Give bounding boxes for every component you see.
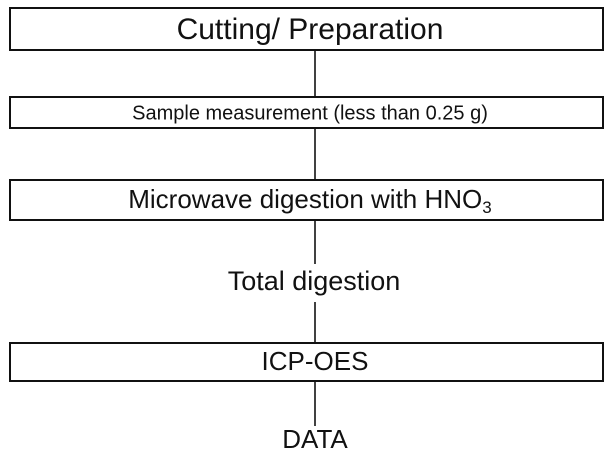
- node-label: Total digestion: [228, 266, 401, 296]
- process-box: [9, 96, 604, 129]
- node-label: ICP-OES: [262, 346, 369, 376]
- node-label-subscript: 3: [482, 198, 491, 217]
- node-label: Sample measurement (less than 0.25 g): [132, 102, 488, 124]
- process-box: [9, 7, 604, 51]
- node-label: Microwave digestion with HNO3: [128, 184, 491, 218]
- node-label: DATA: [282, 424, 348, 454]
- node-label-main: Microwave digestion with HNO: [128, 184, 482, 214]
- process-box: [9, 342, 604, 382]
- node-label: Cutting/ Preparation: [177, 13, 444, 46]
- process-box: [9, 179, 604, 221]
